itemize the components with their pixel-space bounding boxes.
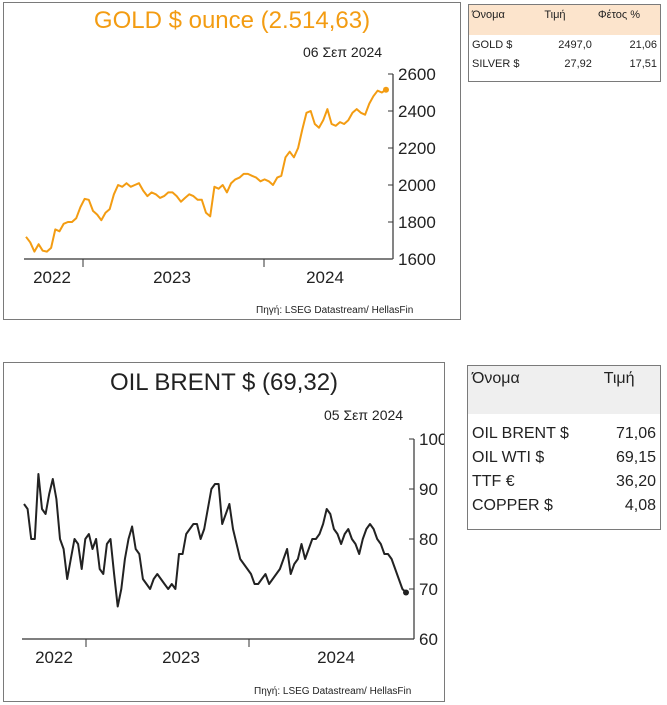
row-name: COPPER $ (472, 497, 553, 514)
oil-price-table: Όνομα Τιμή OIL BRENT $ 71,06 OIL WTI $ 6… (467, 365, 661, 530)
series-end-point (403, 589, 409, 596)
x-tick-label: 2023 (162, 648, 200, 667)
x-tick-label: 2024 (306, 268, 344, 287)
table-row: COPPER $ 4,08 (468, 494, 660, 518)
series-line (23, 473, 407, 608)
table-row: SILVER $ 27,92 17,51 (469, 54, 660, 73)
y-tick-label: 2200 (398, 139, 436, 158)
y-tick-label: 60 (419, 630, 438, 649)
table-row: GOLD $ 2497,0 21,06 (469, 35, 660, 54)
gold-price-table: Όνομα Τιμή Φέτος % GOLD $ 2497,0 21,06 S… (468, 4, 661, 82)
gold-chart-panel: GOLD $ ounce (2.514,63) 06 Σεπ 2024 2022… (3, 2, 461, 320)
x-tick-label: 2024 (317, 648, 355, 667)
row-ytd: 17,51 (629, 57, 657, 70)
table-row: TTF € 36,20 (468, 470, 660, 494)
header-name: Όνομα (472, 370, 520, 387)
table-row: OIL BRENT $ 71,06 (468, 422, 660, 446)
x-tick-label: 2022 (35, 648, 73, 667)
x-tick-label: 2022 (33, 268, 71, 287)
y-tick-label: 70 (419, 580, 438, 599)
row-name: TTF € (472, 473, 515, 490)
y-tick-label: 90 (419, 480, 438, 499)
row-ytd: 21,06 (629, 38, 657, 51)
series-line (25, 88, 387, 253)
gold-chart-title: GOLD $ ounce (2.514,63) (93, 7, 371, 34)
y-tick-label: 2000 (398, 176, 436, 195)
header-name: Όνομα (472, 9, 505, 21)
row-price: 2497,0 (558, 38, 592, 51)
y-tick-label: 2400 (398, 102, 436, 121)
y-tick-label: 80 (419, 530, 438, 549)
gold-chart-source: Πηγή: LSEG Datastream/ HellasFin (256, 305, 414, 316)
row-price: 69,15 (615, 449, 656, 466)
x-tick-label: 2023 (153, 268, 191, 287)
oil-chart-title: OIL BRENT $ (69,32) (109, 369, 339, 396)
row-name: OIL BRENT $ (472, 425, 569, 442)
row-price: 4,08 (624, 497, 656, 514)
row-name: SILVER $ (472, 57, 520, 70)
series-end-point (383, 86, 389, 93)
gold-line-chart: 2022 2023 2024 1600 1800 2000 2200 2400 2600 (24, 65, 436, 287)
table-row: OIL WTI $ 69,15 (468, 446, 660, 470)
oil-chart-date: 05 Σεπ 2024 (324, 407, 404, 423)
table-row (468, 414, 660, 422)
row-price: 27,92 (564, 57, 592, 70)
row-price: 71,06 (615, 425, 656, 442)
header-price: Τιμή (603, 370, 635, 387)
row-name: GOLD $ (472, 38, 513, 51)
row-name: OIL WTI $ (472, 449, 545, 466)
oil-chart-source: Πηγή: LSEG Datastream/ HellasFin (254, 686, 412, 697)
oil-line-chart: 2022 2023 2024 60 70 80 90 100 (22, 430, 444, 667)
header-price: Τιμή (544, 9, 566, 21)
table-header-row: Όνομα Τιμή (468, 366, 660, 414)
row-price: 36,20 (615, 473, 656, 490)
header-ytd: Φέτος % (597, 9, 641, 21)
table-header-row: Όνομα Τιμή Φέτος % (469, 5, 660, 35)
y-tick-label: 1800 (398, 213, 436, 232)
y-tick-label: 1600 (398, 250, 436, 269)
y-tick-label: 2600 (398, 65, 436, 84)
y-tick-label: 100 (419, 430, 444, 449)
oil-chart-panel: OIL BRENT $ (69,32) 05 Σεπ 2024 2022 2023… (3, 362, 445, 702)
gold-chart-date: 06 Σεπ 2024 (303, 44, 383, 60)
